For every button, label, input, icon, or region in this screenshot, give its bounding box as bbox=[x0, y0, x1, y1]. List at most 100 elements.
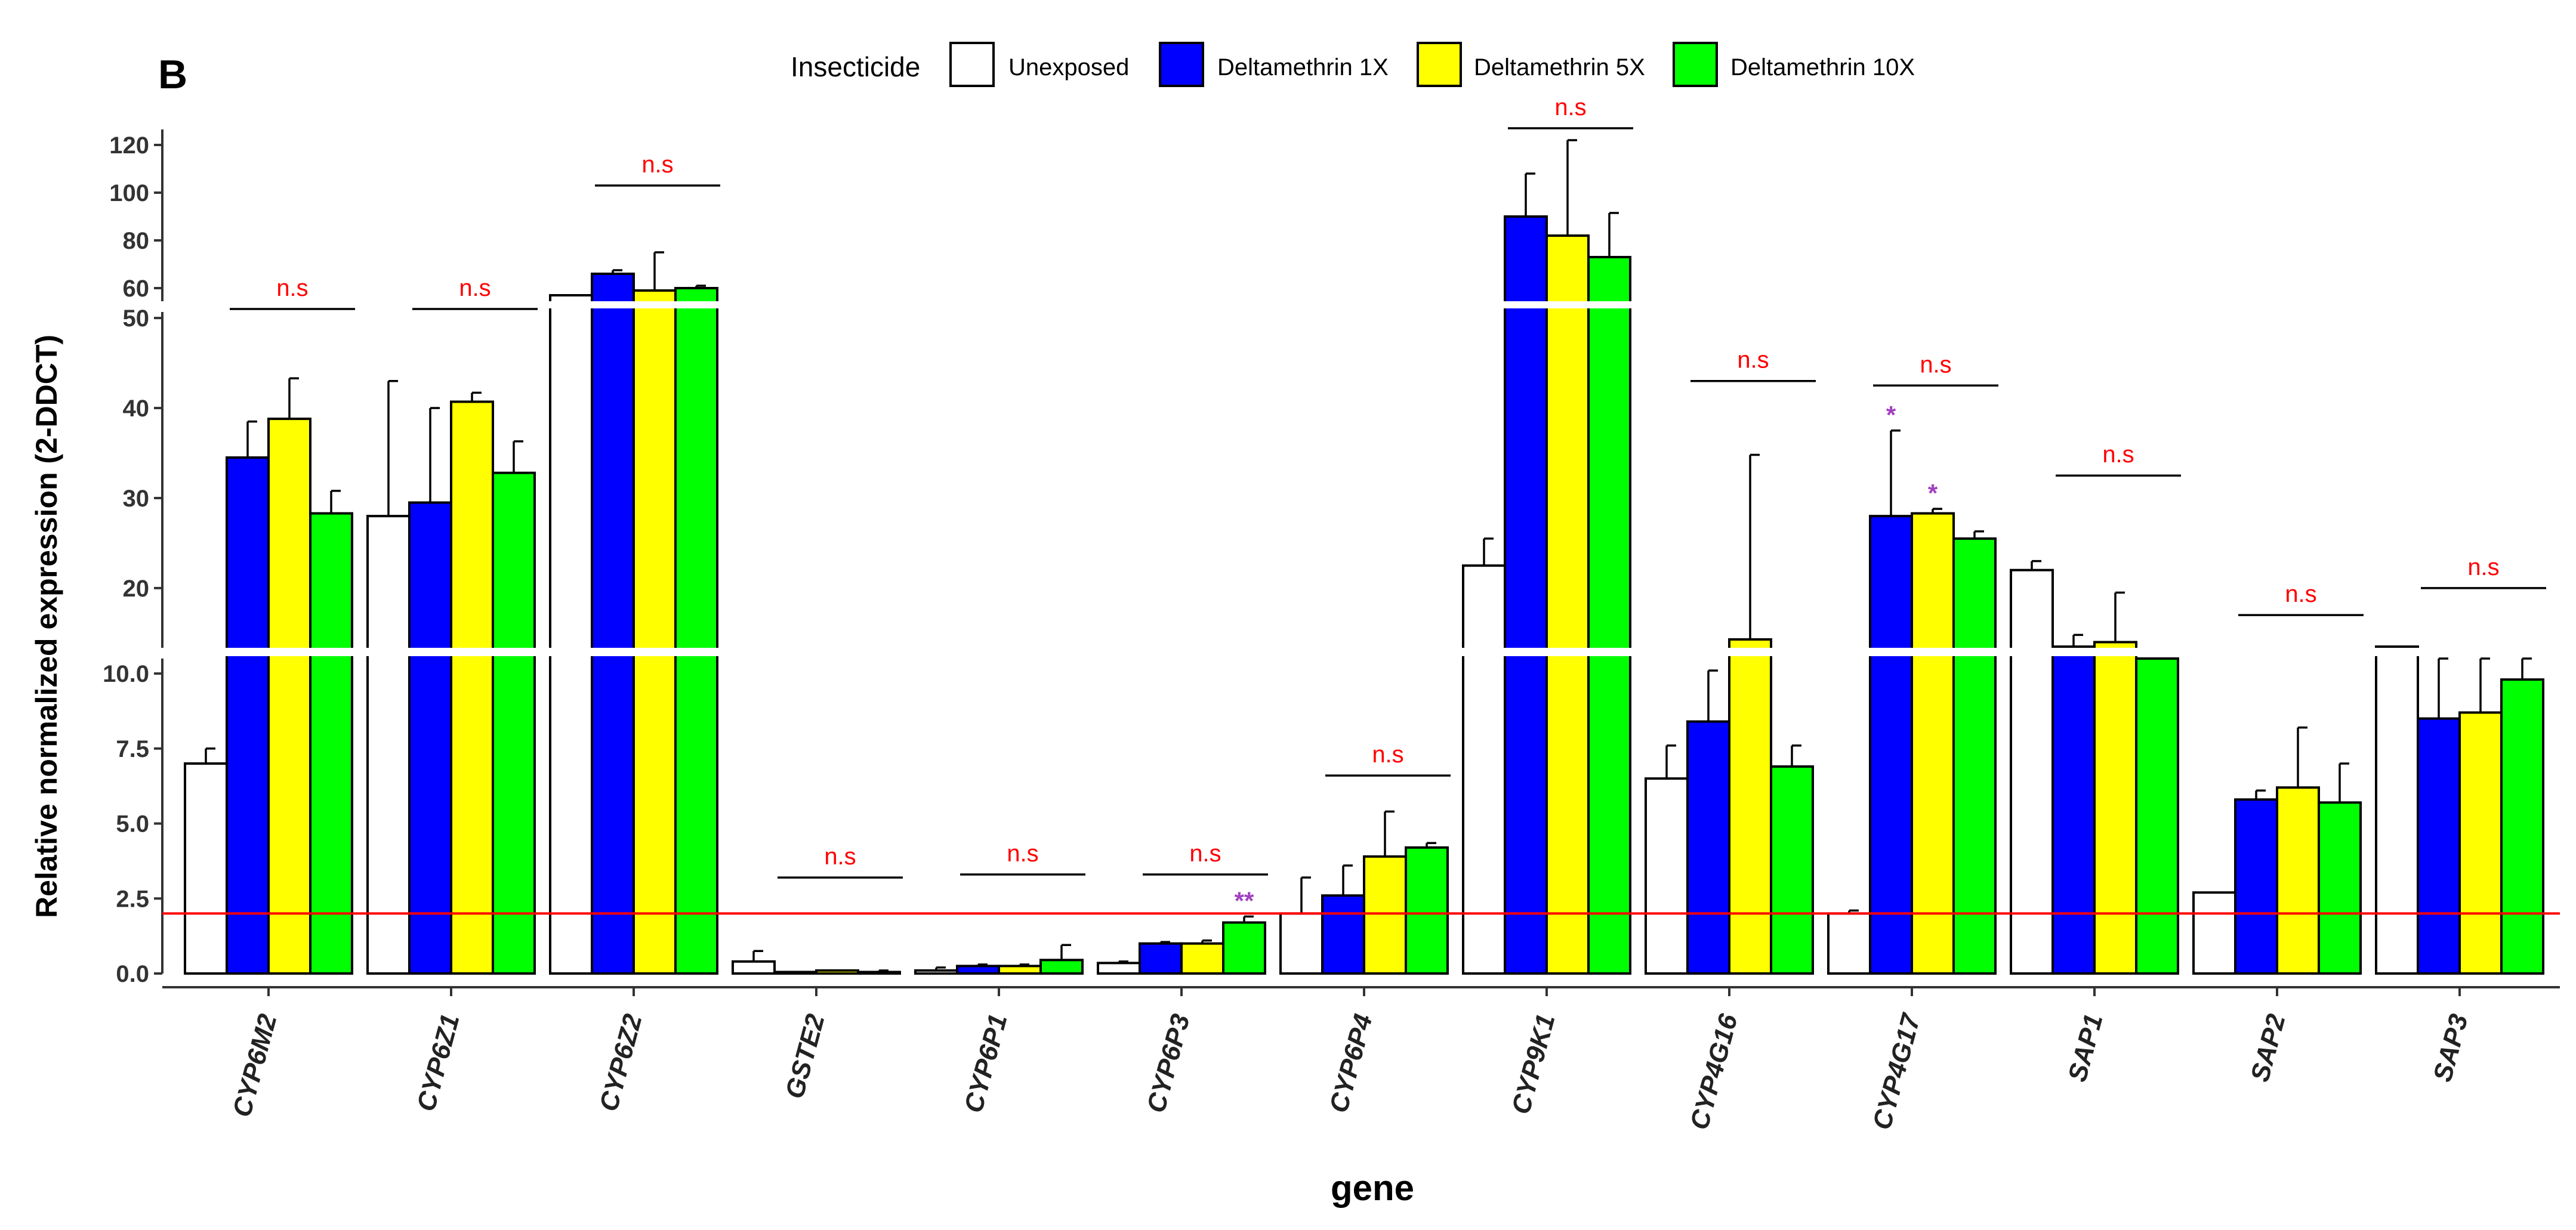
bar-SAP1-2 bbox=[2093, 641, 2137, 975]
significance-label: n.s bbox=[1007, 840, 1038, 867]
legend-swatch-10x bbox=[1673, 42, 1718, 87]
significance-label: n.s bbox=[1920, 351, 1951, 378]
x-tick-label: CYP6P4 bbox=[1324, 1011, 1378, 1116]
bar-CYP6Z1-2 bbox=[450, 400, 494, 975]
x-axis-title: gene bbox=[1331, 1168, 1414, 1208]
bar-CYP6P3-1 bbox=[1139, 942, 1183, 975]
y-tick-label: 30 bbox=[123, 486, 150, 512]
bar-CYP6M2-2 bbox=[267, 418, 311, 975]
significance-label: n.s bbox=[1372, 741, 1403, 768]
bar-SAP1-1 bbox=[2051, 645, 2096, 975]
bar-CYP6Z1-3 bbox=[492, 471, 536, 975]
bar-CYP4G17-1 bbox=[1869, 515, 1913, 975]
x-tick-label: CYP6Z2 bbox=[594, 1010, 648, 1114]
x-tick-label: CYP6M2 bbox=[227, 1010, 283, 1120]
legend-label-1x: Deltamethrin 1X bbox=[1217, 54, 1389, 81]
bar-SAP3-0 bbox=[2375, 645, 2419, 975]
significance-label: n.s bbox=[824, 843, 856, 870]
significance-label: n.s bbox=[2467, 554, 2499, 580]
y-tick-label: 40 bbox=[123, 395, 150, 422]
y-tick-label: 2.5 bbox=[116, 886, 149, 912]
bar-GSTE2-2 bbox=[815, 969, 859, 975]
bar-CYP9K1-2 bbox=[1545, 234, 1590, 975]
y-tick-label: 7.5 bbox=[116, 736, 149, 762]
bar-CYP6Z1-1 bbox=[408, 501, 452, 975]
bar-CYP4G17-0 bbox=[1827, 912, 1871, 975]
legend-label-5x: Deltamethrin 5X bbox=[1474, 54, 1645, 81]
x-tick-label: CYP6P1 bbox=[959, 1011, 1013, 1116]
panel-label: B bbox=[158, 52, 187, 97]
bar-CYP6P1-2 bbox=[998, 965, 1042, 975]
bar-CYP9K1-0 bbox=[1462, 564, 1506, 975]
x-tick-label: CYP6P3 bbox=[1142, 1011, 1196, 1116]
bar-SAP3-2 bbox=[2458, 711, 2503, 975]
bar-CYP6Z1-0 bbox=[366, 515, 411, 975]
bar-CYP6Z2-3 bbox=[674, 287, 718, 975]
y-tick-label: 120 bbox=[109, 132, 149, 159]
bar-CYP6P3-0 bbox=[1097, 962, 1141, 975]
bar-CYP4G16-0 bbox=[1645, 777, 1689, 975]
significance-label: n.s bbox=[459, 275, 490, 301]
legend: Insecticide Unexposed Deltamethrin 1X De… bbox=[791, 42, 1915, 87]
axis-break-lower bbox=[156, 648, 2513, 656]
bar-CYP6P1-0 bbox=[914, 969, 958, 975]
y-tick-label: 20 bbox=[123, 576, 150, 602]
legend-swatch-1x bbox=[1159, 42, 1204, 87]
bar-CYP6M2-1 bbox=[226, 456, 270, 975]
bar-SAP2-3 bbox=[2318, 801, 2362, 975]
bar-CYP9K1-1 bbox=[1504, 215, 1548, 975]
bar-GSTE2-1 bbox=[773, 971, 817, 975]
bar-GSTE2-3 bbox=[857, 971, 901, 975]
bar-CYP6P4-2 bbox=[1363, 855, 1407, 975]
x-tick-label: SAP3 bbox=[2428, 1011, 2474, 1085]
y-tick-label: 50 bbox=[123, 305, 150, 332]
significance-star: * bbox=[1928, 479, 1938, 507]
bar-SAP1-3 bbox=[2135, 657, 2179, 975]
axis-break-upper bbox=[156, 301, 2513, 308]
legend-label-unexposed: Unexposed bbox=[1008, 54, 1129, 81]
bar-CYP4G16-2 bbox=[1728, 638, 1772, 975]
y-tick-label: 60 bbox=[123, 276, 150, 302]
bar-CYP6P1-1 bbox=[956, 965, 1000, 975]
y-tick-label: 5.0 bbox=[116, 811, 149, 837]
y-tick-label: 0.0 bbox=[116, 961, 149, 987]
bar-SAP3-3 bbox=[2500, 678, 2544, 975]
bar-GSTE2-0 bbox=[732, 960, 776, 975]
x-tick-label: SAP1 bbox=[2063, 1011, 2109, 1085]
bar-CYP6P4-0 bbox=[1279, 912, 1324, 975]
significance-label: n.s bbox=[1189, 840, 1221, 867]
significance-label: n.s bbox=[641, 152, 673, 178]
y-tick-label: 100 bbox=[109, 180, 149, 206]
legend-swatch-unexposed bbox=[949, 42, 995, 87]
x-tick-label: CYP9K1 bbox=[1506, 1011, 1561, 1117]
x-tick-label: CYP6Z1 bbox=[411, 1011, 465, 1114]
significance-label: n.s bbox=[1554, 94, 1586, 120]
bar-CYP6Z2-2 bbox=[633, 289, 677, 975]
bar-CYP6P4-3 bbox=[1405, 846, 1449, 975]
significance-label: n.s bbox=[2285, 581, 2316, 607]
legend-label-10x: Deltamethrin 10X bbox=[1730, 54, 1915, 81]
significance-label: n.s bbox=[1737, 347, 1769, 373]
bar-CYP4G17-2 bbox=[1911, 512, 1955, 975]
bar-CYP6M2-0 bbox=[184, 762, 228, 975]
significance-star: ** bbox=[1235, 886, 1254, 914]
bar-CYP4G16-3 bbox=[1770, 765, 1814, 975]
x-tick-label: CYP4G17 bbox=[1867, 1009, 1926, 1132]
bar-CYP6Z2-0 bbox=[549, 294, 593, 975]
y-tick-label: 80 bbox=[123, 228, 150, 254]
bar-CYP6P3-2 bbox=[1180, 942, 1224, 975]
bar-CYP4G16-1 bbox=[1686, 720, 1730, 975]
significance-label: n.s bbox=[276, 275, 308, 301]
bar-CYP6P3-3 bbox=[1222, 921, 1266, 975]
x-tick-label: SAP2 bbox=[2245, 1010, 2291, 1084]
bar-CYP6P1-3 bbox=[1039, 959, 1084, 975]
bar-SAP2-1 bbox=[2234, 798, 2278, 975]
bar-CYP6P4-1 bbox=[1321, 894, 1365, 975]
bar-CYP9K1-3 bbox=[1587, 256, 1631, 975]
significance-star: * bbox=[1886, 401, 1896, 429]
bar-CYP4G17-3 bbox=[1952, 537, 1997, 975]
legend-title: Insecticide bbox=[791, 51, 920, 82]
y-axis-title: Relative normalized expression (2-DDCT) bbox=[30, 335, 63, 918]
x-tick-label: CYP4G16 bbox=[1685, 1010, 1744, 1133]
